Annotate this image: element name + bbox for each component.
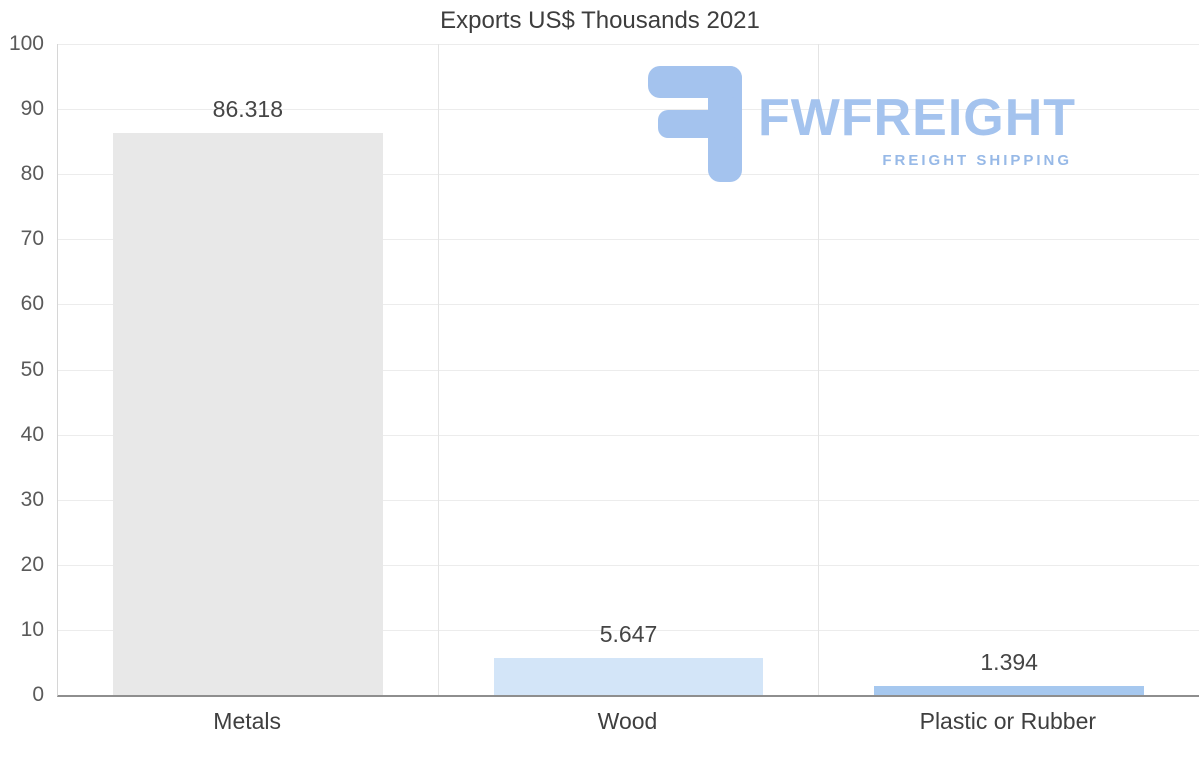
- bar-value-wood: 5.647: [599, 621, 658, 648]
- y-tick-label-100: 100: [8, 32, 44, 55]
- y-tick-label-80: 80: [20, 162, 44, 186]
- bar-wood: 5.647: [493, 621, 764, 695]
- y-axis: 0 10 20 30 40 50 60 70 80 90 100: [0, 32, 48, 706]
- bar-value-metals: 86.318: [212, 96, 284, 123]
- y-tick-label-10: 10: [20, 617, 44, 641]
- y-tick-label-0: 0: [32, 683, 44, 706]
- brand-logo-icon: [648, 66, 742, 182]
- gridline-y-90: [58, 109, 1199, 111]
- x-category-label-wood: Wood: [597, 708, 658, 734]
- gridline-y-60: [58, 304, 1199, 306]
- bar-value-plastic-or-rubber: 1.394: [980, 648, 1038, 675]
- x-axis: Metals Wood Plastic or Rubber: [57, 702, 1198, 742]
- y-tick-label-90: 90: [20, 97, 44, 121]
- gridline-y-80: [58, 174, 1199, 176]
- brand-name: FWFREIGHT: [758, 89, 1077, 147]
- x-category-label-plastic-or-rubber: Plastic or Rubber: [919, 708, 1097, 734]
- bar-column-metals: 86.318: [58, 44, 438, 695]
- y-tick-label-20: 20: [20, 552, 44, 576]
- bar-column-wood: 5.647: [437, 44, 819, 695]
- y-tick-label-40: 40: [20, 422, 44, 446]
- gridline-y-30: [58, 499, 1199, 501]
- y-tick-label-30: 30: [20, 487, 44, 511]
- gridline-y-70: [58, 239, 1199, 241]
- bar-metals: 86.318: [113, 96, 383, 695]
- gridline-y-40: [58, 434, 1199, 436]
- plot-area: 86.318 5.647 1.394: [57, 44, 1199, 697]
- gridline-y-100: [58, 44, 1199, 45]
- brand-text-block: FWFREIGHT FREIGHT SHIPPING: [758, 66, 1076, 169]
- y-tick-label-50: 50: [20, 357, 44, 381]
- y-tick-label-70: 70: [20, 227, 44, 251]
- bar-column-plastic-or-rubber: 1.394: [818, 44, 1199, 695]
- chart-title: Exports US$ Thousands 2021: [440, 7, 760, 34]
- y-tick-label-60: 60: [20, 292, 44, 316]
- gridline-y-20: [58, 564, 1199, 566]
- brand-watermark: FWFREIGHT FREIGHT SHIPPING: [648, 66, 1076, 182]
- x-category-label-metals: Metals: [213, 708, 282, 734]
- bar-plastic-or-rubber: 1.394: [874, 649, 1144, 695]
- gridline-y-10: [58, 629, 1199, 631]
- gridline-y-50: [58, 369, 1199, 371]
- brand-tagline: FREIGHT SHIPPING: [882, 152, 1073, 169]
